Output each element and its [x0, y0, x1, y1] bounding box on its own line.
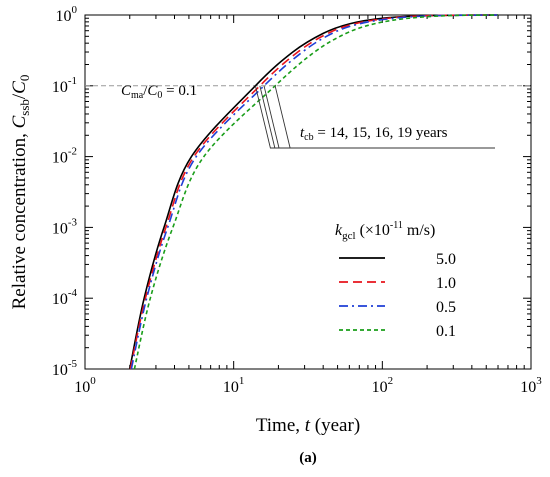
y-tick-label: 10-5	[52, 358, 78, 379]
y-tick-label: 100	[56, 4, 78, 25]
series-line-0	[128, 14, 499, 370]
plot-frame	[84, 14, 532, 370]
x-tick-label: 100	[74, 375, 96, 396]
legend: 5.0 1.0 0.5 0.1	[339, 251, 456, 340]
series-line-2	[130, 14, 499, 370]
legend-label-3: 0.1	[436, 323, 456, 340]
legend-label-1: 1.0	[436, 275, 456, 292]
annotation-leader-3	[274, 85, 495, 149]
annotation-label: tcb = 14, 15, 16, 19 years	[300, 125, 448, 143]
legend-label-2: 0.5	[436, 299, 456, 316]
x-tick-label: 103	[520, 375, 542, 396]
legend-label-0: 5.0	[436, 251, 456, 268]
y-tick-label: 10-2	[52, 146, 77, 167]
x-axis-label: Time, t (year)	[256, 415, 360, 436]
tick-labels: 100 101 102 103 10-5 10-4 10-3 10-2 10-1 100	[52, 4, 542, 396]
annotation-leaders	[254, 85, 495, 149]
ticks	[84, 15, 531, 370]
y-axis-label: Relative concentration, Cssb/C0	[9, 75, 32, 310]
legend-title: kgcl (×10-11 m/s)	[335, 220, 435, 242]
series-lines	[128, 14, 499, 370]
x-tick-label: 101	[223, 375, 245, 396]
series-line-3	[133, 14, 499, 370]
threshold-label: Cma/C0 = 0.1	[121, 83, 197, 101]
y-tick-label: 10-4	[52, 287, 78, 308]
y-tick-label: 10-1	[52, 75, 77, 96]
x-tick-label: 102	[372, 375, 394, 396]
figure-caption: (a)	[299, 450, 317, 466]
y-tick-label: 10-3	[52, 216, 78, 237]
